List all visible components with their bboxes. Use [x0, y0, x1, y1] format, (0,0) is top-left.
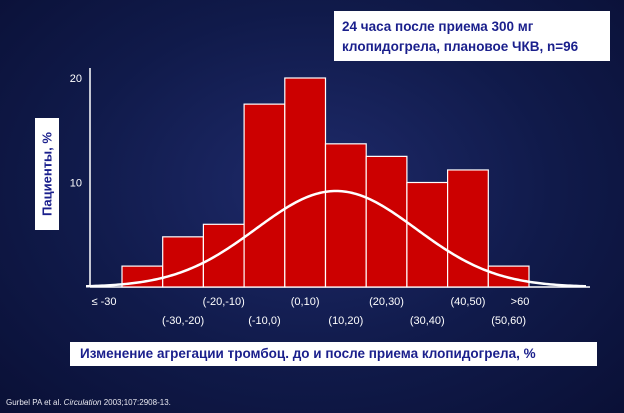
citation-authors: Gurbel PA et al.: [6, 398, 64, 407]
x-tick-label: (40,50): [451, 296, 486, 308]
histogram-bar: [162, 236, 204, 288]
y-axis-label-box: Пациенты, %: [35, 118, 59, 230]
y-axis-label: Пациенты, %: [39, 132, 55, 216]
x-tick-label: (-10,0): [248, 315, 280, 327]
x-tick-label: (30,40): [410, 315, 445, 327]
chart-bars: [121, 77, 530, 288]
x-tick-label: (50,60): [491, 315, 526, 327]
citation: Gurbel PA et al. Circulation 2003;107:29…: [6, 398, 171, 407]
x-tick-label: (-20,-10): [203, 296, 245, 308]
histogram-bar: [202, 223, 245, 288]
x-tick-label: (-30,-20): [162, 315, 204, 327]
y-tick-label: 10: [70, 178, 82, 190]
histogram-bar: [284, 77, 327, 288]
histogram-bar: [406, 181, 449, 288]
x-tick-label: (10,20): [328, 315, 363, 327]
citation-ref: 2003;107:2908-13.: [101, 398, 171, 407]
x-axis-label-box: Изменение агрегации тромбоц. до и после …: [70, 342, 597, 366]
x-tick-label: >60: [511, 296, 530, 308]
x-tick-label: ≤ -30: [92, 296, 117, 308]
x-tick-label: (20,30): [369, 296, 404, 308]
histogram-bar: [243, 103, 286, 288]
normal-curve-layer: [85, 189, 587, 288]
histogram-bar: [324, 143, 367, 288]
annotation-line-2: клопидогрела, плановое ЧКВ, n=96: [342, 39, 579, 54]
x-axis-label: Изменение агрегации тромбоц. до и после …: [80, 346, 536, 361]
annotation-box: 24 часа после приема 300 мг клопидогрела…: [334, 11, 610, 61]
histogram-bar: [365, 155, 408, 288]
citation-journal: Circulation: [63, 398, 102, 407]
x-tick-labels: ≤ -30 (-30,-20) (-20,-10)(-10,0) (0,10) (10,…: [92, 296, 530, 327]
x-tick-label: (0,10): [291, 296, 320, 308]
normal-curve: [85, 189, 587, 288]
y-tick-labels: 10 20: [70, 73, 82, 190]
annotation-line-1: 24 часа после приема 300 мг: [342, 19, 534, 34]
y-tick-label: 20: [70, 73, 82, 85]
